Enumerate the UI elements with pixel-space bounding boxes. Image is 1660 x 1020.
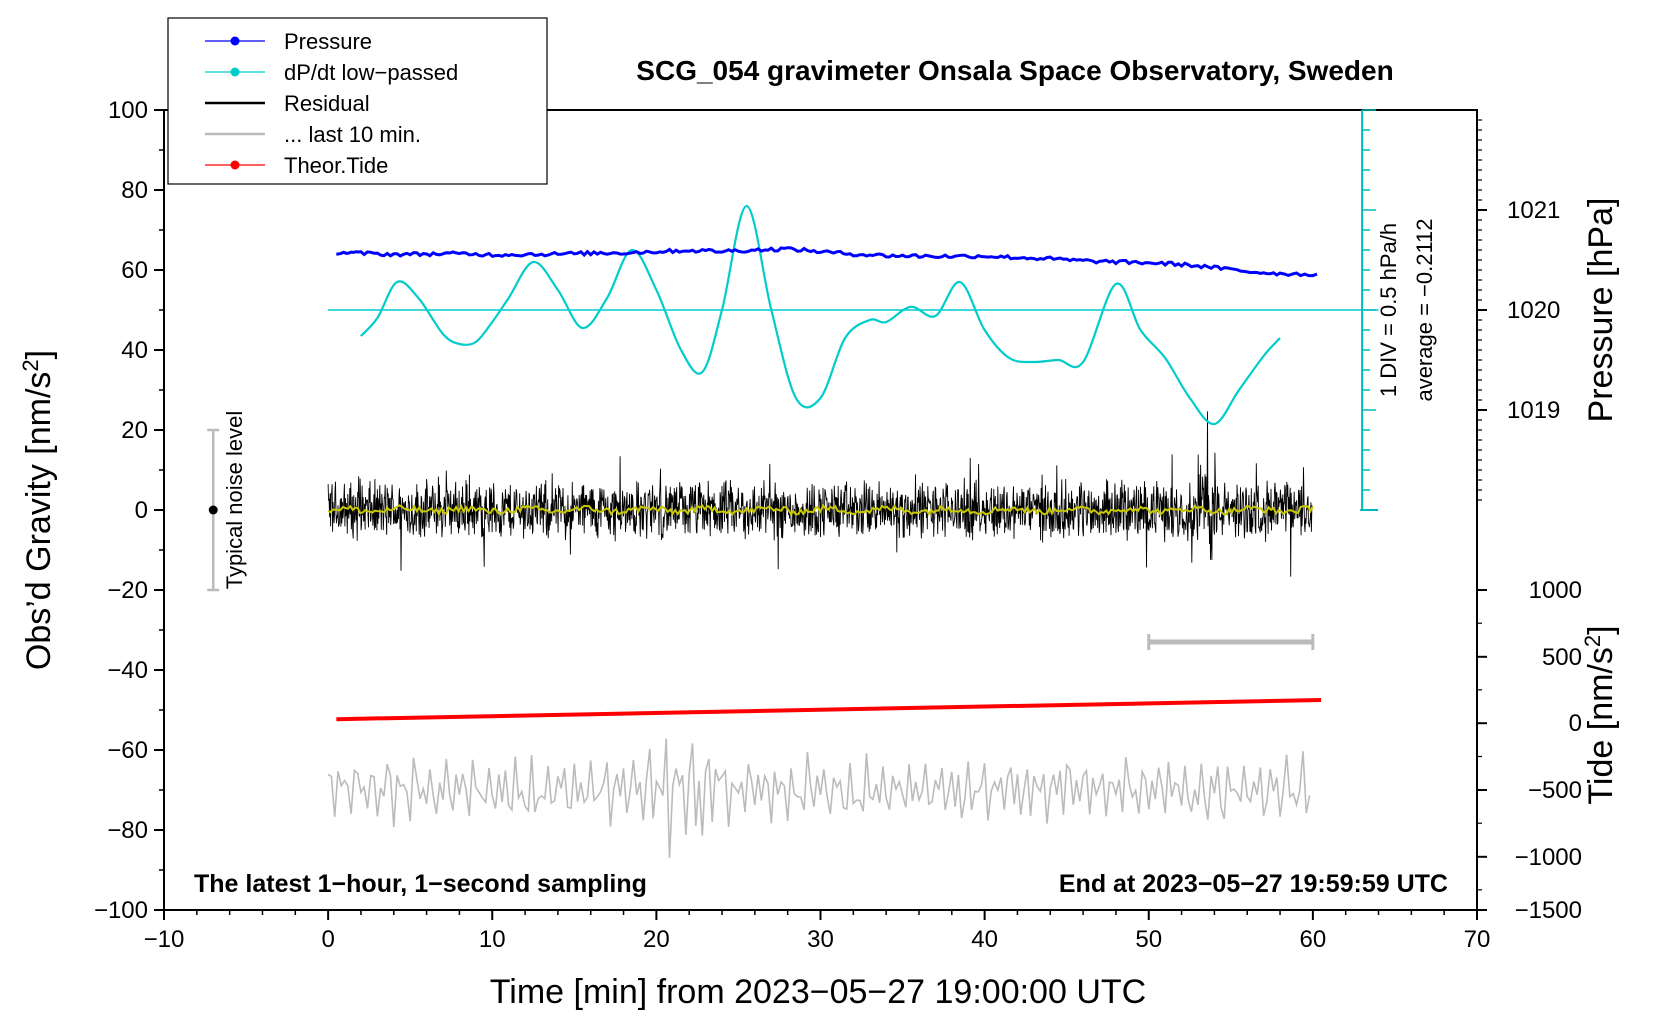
tide-tick-label: −1000 (1515, 844, 1582, 871)
y-tick: 20 (121, 417, 164, 444)
y-tick-label: −80 (107, 817, 148, 844)
legend-box (167, 17, 548, 185)
y-tick-label: −20 (107, 577, 148, 604)
y-tick-label: 40 (121, 337, 148, 364)
dpdt-average-label: average = −0.2112 (1412, 218, 1437, 401)
y-tick-label: 80 (121, 177, 148, 204)
y-tick: 100 (108, 97, 164, 124)
x-tick-label: 30 (807, 926, 834, 953)
series-last10min (327, 738, 1311, 859)
overlays (207, 109, 1379, 650)
legend-item: ... last 10 min. (205, 122, 421, 147)
x-axis: −10 0 10 20 30 40 50 60 70 (144, 910, 1491, 953)
y-tick: 60 (121, 257, 164, 284)
x-tick-label: 60 (1300, 926, 1327, 953)
x-tick: 60 (1300, 910, 1327, 953)
x-tick: 10 (479, 910, 506, 953)
tide-tick-label: 500 (1542, 644, 1582, 671)
y-tick: −100 (94, 897, 164, 924)
legend-items: Pressure dP/dt low−passed Residual ... last… (205, 29, 458, 178)
legend-label: Pressure (284, 29, 372, 54)
y-tick: −20 (107, 577, 164, 604)
legend-swatch-dot (230, 67, 240, 77)
tide-tick: −1000 (1477, 844, 1582, 871)
legend-swatch-dot (230, 36, 240, 46)
y-tick-label: −40 (107, 657, 148, 684)
legend-swatch-dot (230, 160, 240, 170)
y-tick: 40 (121, 337, 164, 364)
y-tick: 80 (121, 177, 164, 204)
series-pressure (336, 246, 1318, 278)
x-tick-label: 0 (321, 926, 334, 953)
noise-level-label: Typical noise level (222, 411, 247, 590)
tide-tick-label: 1000 (1529, 577, 1582, 604)
series-dpdt (360, 204, 1281, 426)
series-theor-tide (336, 698, 1322, 722)
pressure-tick-label: 1021 (1507, 197, 1560, 224)
tide-tick: 1000 (1477, 577, 1582, 604)
y-tick-label: 0 (135, 497, 148, 524)
tide-tick-label: −500 (1528, 777, 1582, 804)
x-tick: 0 (321, 910, 335, 953)
y-axis-label-tide: Tide [nm/s2] (1580, 625, 1620, 804)
x-tick-label: 40 (971, 926, 998, 953)
y-tick-label: 100 (108, 97, 148, 124)
footer-left: The latest 1−hour, 1−second sampling (194, 870, 647, 898)
x-tick: 40 (971, 910, 998, 953)
x-tick-label: −10 (144, 926, 185, 953)
noise-bar-dot (208, 505, 218, 515)
y-axis-left: −100 −80 −60 −40 −20 0 20 40 60 80 100 (94, 97, 164, 924)
dpdt-div-label: 1 DIV = 0.5 hPa/h (1376, 223, 1401, 397)
x-tick-label: 50 (1135, 926, 1162, 953)
y-tick: −40 (107, 657, 164, 684)
footer-right: End at 2023−05−27 19:59:59 UTC (1059, 870, 1448, 898)
tide-tick: −500 (1477, 777, 1582, 804)
tide-tick: −1500 (1477, 897, 1582, 924)
legend-item: Theor.Tide (205, 153, 388, 178)
y-tick-label: −60 (107, 737, 148, 764)
legend-label: dP/dt low−passed (284, 60, 458, 85)
legend-item: Pressure (205, 29, 372, 54)
series-residual-smoothed (327, 503, 1314, 517)
pressure-tick: 1020 (1477, 297, 1560, 324)
y-tick: −80 (107, 817, 164, 844)
series-residual (327, 411, 1313, 577)
legend-label: ... last 10 min. (284, 122, 421, 147)
x-tick: −10 (144, 910, 185, 953)
x-tick-label: 20 (643, 926, 670, 953)
y-axis-label-left: Obs’d Gravity [nm/s2] (18, 350, 58, 670)
y-tick: 0 (135, 497, 164, 524)
tide-tick-label: 0 (1569, 710, 1582, 737)
x-tick: 50 (1135, 910, 1162, 953)
y-tick: −60 (107, 737, 164, 764)
pressure-tick-label: 1020 (1507, 297, 1560, 324)
legend-label: Theor.Tide (284, 153, 388, 178)
x-tick-label: 10 (479, 926, 506, 953)
x-axis-label: Time [min] from 2023−05−27 19:00:00 UTC (490, 973, 1146, 1011)
legend: Pressure dP/dt low−passed Residual ... last… (167, 17, 548, 185)
pressure-tick: 1019 (1477, 397, 1560, 424)
chart-title: SCG_054 gravimeter Onsala Space Observat… (636, 55, 1393, 86)
tide-tick: 0 (1477, 710, 1582, 737)
pressure-tick-label: 1019 (1507, 397, 1560, 424)
legend-item: dP/dt low−passed (205, 60, 458, 85)
y-tick-label: −100 (94, 897, 148, 924)
y-axis-label-pressure: Pressure [hPa] (1582, 198, 1620, 423)
x-tick: 20 (643, 910, 670, 953)
legend-label: Residual (284, 91, 370, 116)
series-layer (327, 204, 1379, 859)
tide-tick-label: −1500 (1515, 897, 1582, 924)
tide-tick: 500 (1477, 644, 1582, 671)
y-tick-label: 20 (121, 417, 148, 444)
pressure-tick: 1021 (1477, 197, 1560, 224)
x-tick-label: 70 (1464, 926, 1491, 953)
x-tick: 70 (1464, 910, 1491, 953)
y-axis-right: 1019 1020 1021 1000 500 0 −500 −1000 −1500 (1477, 119, 1582, 924)
legend-item: Residual (205, 91, 370, 116)
x-tick: 30 (807, 910, 834, 953)
y-tick-label: 60 (121, 257, 148, 284)
